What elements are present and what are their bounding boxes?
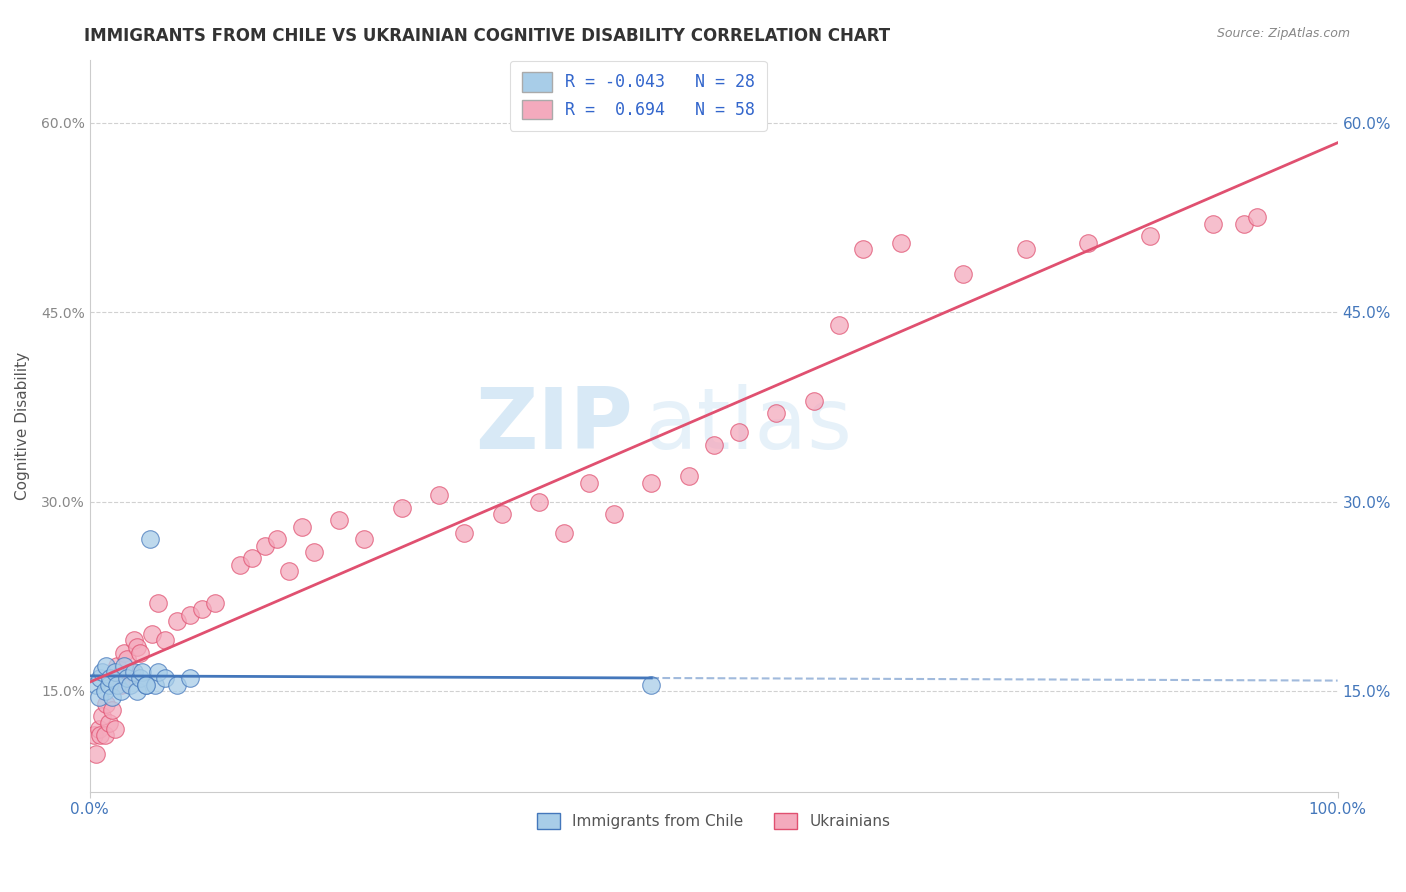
Point xyxy=(491,507,513,521)
Text: ZIP: ZIP xyxy=(475,384,633,467)
Point xyxy=(678,469,700,483)
Point xyxy=(191,602,214,616)
Point xyxy=(148,665,170,679)
Point xyxy=(1233,217,1256,231)
Point xyxy=(127,684,149,698)
Point xyxy=(153,633,176,648)
Point xyxy=(952,267,974,281)
Point xyxy=(553,526,575,541)
Point xyxy=(101,690,124,705)
Point xyxy=(87,690,110,705)
Point xyxy=(578,475,600,490)
Point xyxy=(1246,211,1268,225)
Point xyxy=(117,671,139,685)
Point xyxy=(101,703,124,717)
Point xyxy=(291,520,314,534)
Point xyxy=(89,671,111,685)
Point xyxy=(453,526,475,541)
Point xyxy=(391,500,413,515)
Point xyxy=(112,658,135,673)
Point xyxy=(890,235,912,250)
Point xyxy=(640,678,662,692)
Point xyxy=(97,715,120,730)
Point xyxy=(1077,235,1099,250)
Point xyxy=(153,671,176,685)
Point xyxy=(1139,229,1161,244)
Point xyxy=(141,627,163,641)
Point xyxy=(328,513,350,527)
Point xyxy=(120,665,142,679)
Point xyxy=(112,646,135,660)
Point xyxy=(127,640,149,654)
Point xyxy=(117,652,139,666)
Point xyxy=(240,551,263,566)
Point xyxy=(84,747,107,761)
Point xyxy=(640,475,662,490)
Point xyxy=(110,684,132,698)
Point xyxy=(105,658,128,673)
Point xyxy=(105,678,128,692)
Point xyxy=(98,671,121,685)
Point xyxy=(122,633,145,648)
Point xyxy=(128,671,150,685)
Point xyxy=(110,678,132,692)
Point xyxy=(118,678,141,692)
Text: Source: ZipAtlas.com: Source: ZipAtlas.com xyxy=(1216,27,1350,40)
Point xyxy=(266,533,288,547)
Point xyxy=(803,393,825,408)
Y-axis label: Cognitive Disability: Cognitive Disability xyxy=(15,351,30,500)
Point xyxy=(143,678,166,692)
Point xyxy=(852,242,875,256)
Point xyxy=(87,722,110,736)
Point xyxy=(765,406,787,420)
Point xyxy=(122,665,145,679)
Legend: Immigrants from Chile, Ukrainians: Immigrants from Chile, Ukrainians xyxy=(531,807,897,836)
Point xyxy=(166,615,188,629)
Point xyxy=(1202,217,1225,231)
Point xyxy=(91,709,114,723)
Point xyxy=(253,539,276,553)
Point xyxy=(179,671,201,685)
Point xyxy=(1015,242,1038,256)
Point xyxy=(228,558,250,572)
Point xyxy=(104,722,127,736)
Point xyxy=(148,596,170,610)
Point xyxy=(427,488,450,502)
Point xyxy=(827,318,849,332)
Point xyxy=(278,564,301,578)
Point xyxy=(353,533,375,547)
Point xyxy=(135,678,157,692)
Point xyxy=(166,678,188,692)
Point xyxy=(204,596,226,610)
Point xyxy=(97,678,120,692)
Point xyxy=(304,545,326,559)
Point xyxy=(104,665,127,679)
Point xyxy=(94,658,117,673)
Point xyxy=(128,646,150,660)
Point xyxy=(94,697,117,711)
Point xyxy=(94,684,117,698)
Point xyxy=(135,678,157,692)
Text: IMMIGRANTS FROM CHILE VS UKRAINIAN COGNITIVE DISABILITY CORRELATION CHART: IMMIGRANTS FROM CHILE VS UKRAINIAN COGNI… xyxy=(84,27,890,45)
Point xyxy=(139,533,162,547)
Point xyxy=(603,507,626,521)
Point xyxy=(179,608,201,623)
Point xyxy=(131,665,153,679)
Text: atlas: atlas xyxy=(645,384,853,467)
Point xyxy=(527,494,550,508)
Point xyxy=(84,678,107,692)
Point xyxy=(703,438,725,452)
Point xyxy=(89,728,111,742)
Point xyxy=(727,425,749,439)
Point xyxy=(83,728,105,742)
Point xyxy=(94,728,117,742)
Point xyxy=(91,665,114,679)
